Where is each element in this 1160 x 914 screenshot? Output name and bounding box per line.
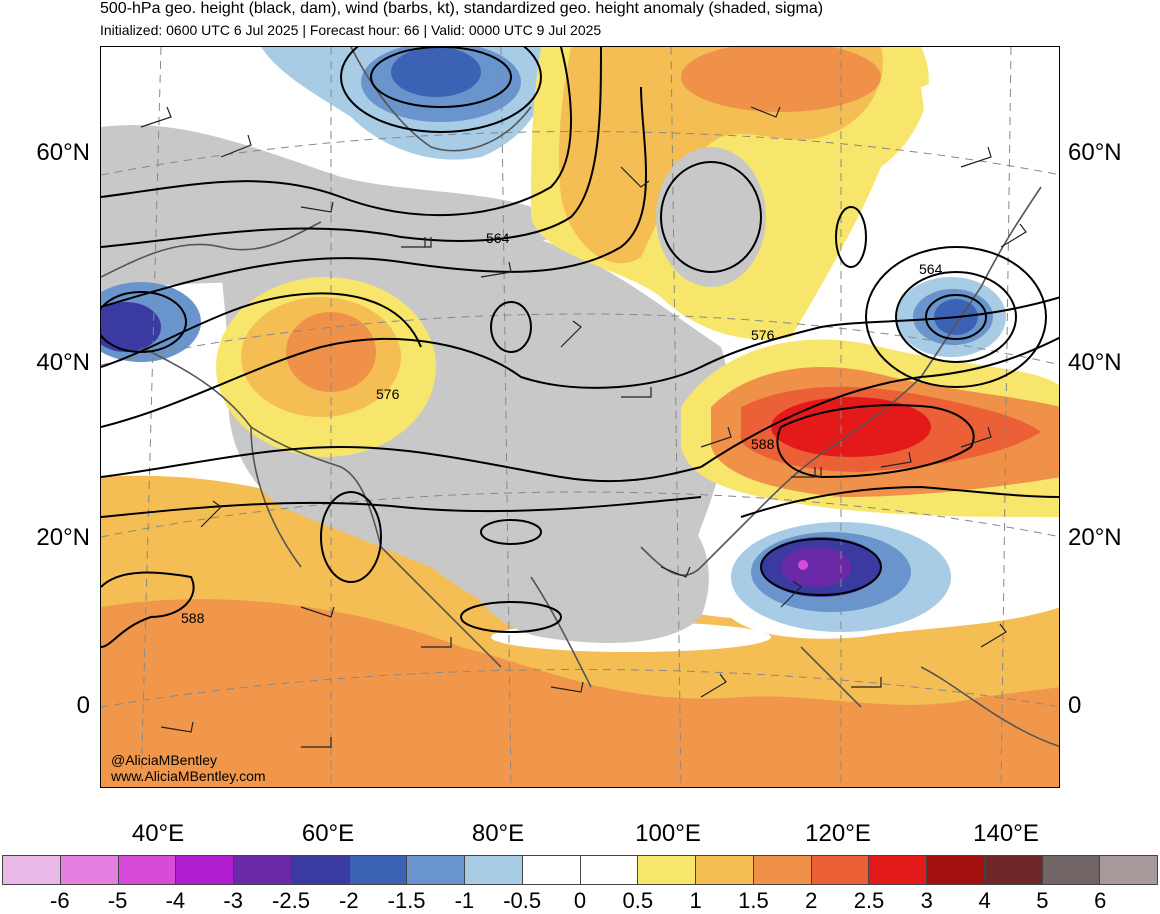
contour-label-588-east: 588 xyxy=(751,436,775,452)
anomaly-region-orange-south xyxy=(101,599,1059,787)
lon-label-140e: 140°E xyxy=(973,820,1039,847)
colorbar-swatch xyxy=(3,856,61,884)
graticule xyxy=(101,47,1059,787)
colorbar-tick-label: 0.5 xyxy=(622,888,654,913)
colorbar-tick-label: -4 xyxy=(165,888,186,913)
anomaly-region-neutral-northwest xyxy=(101,125,571,297)
credit-site: www.AliciaMBentley.com xyxy=(111,768,266,784)
anomaly-low-north-center xyxy=(391,47,481,97)
colorbar xyxy=(2,855,1158,885)
colorbar-swatch xyxy=(1100,856,1157,884)
colorbar-tick-label: 1.5 xyxy=(738,888,769,913)
colorbar-tick-label: 2 xyxy=(805,888,818,913)
colorbar-tick-label: -1 xyxy=(454,888,475,913)
lat-label-right-20: 20°N xyxy=(1068,524,1122,551)
colorbar-tick-label: -3 xyxy=(223,888,243,913)
chart-title: 500-hPa geo. height (black, dam), wind (… xyxy=(100,0,824,17)
lat-label-right-40: 40°N xyxy=(1068,349,1122,376)
colorbar-swatch xyxy=(811,856,870,884)
anomaly-neutral-seasia xyxy=(461,499,709,643)
colorbar-swatch xyxy=(349,856,408,884)
colorbar-swatch xyxy=(176,856,234,884)
colorbar-tick-label: -0.5 xyxy=(503,888,542,913)
anomaly-high-iran-core xyxy=(286,312,376,392)
colorbar-swatch xyxy=(696,856,754,884)
lat-label-right-0: 0 xyxy=(1068,692,1082,719)
wind-barbs xyxy=(140,106,1027,748)
contour-label-588-west: 588 xyxy=(181,610,205,626)
contour-label-576-west: 576 xyxy=(376,386,400,402)
colorbar-swatch xyxy=(869,856,927,884)
colorbar-swatch xyxy=(753,856,812,884)
colorbar-swatch xyxy=(1042,856,1101,884)
colorbar-tick-label: -1.5 xyxy=(387,888,426,913)
colorbar-tick-label: 2.5 xyxy=(853,888,885,913)
lat-label-left-20: 20°N xyxy=(36,524,90,551)
colorbar-tick-label: 4 xyxy=(978,888,991,913)
colorbar-swatch xyxy=(60,856,119,884)
anomaly-low-west-core xyxy=(101,302,161,352)
anomaly-map xyxy=(101,47,1059,787)
anomaly-high-china-core xyxy=(771,397,931,457)
colorbar-tick-label: -2 xyxy=(339,888,359,913)
lat-label-right-60: 60°N xyxy=(1068,139,1122,166)
colorbar-tick-label: -6 xyxy=(50,888,70,913)
colorbar-tick-label: -5 xyxy=(107,888,128,913)
colorbar-swatch xyxy=(927,856,985,884)
colorbar-tick-label: -2.5 xyxy=(272,888,310,913)
colorbar-tick-label: 3 xyxy=(920,888,933,913)
lon-label-120e: 120°E xyxy=(805,820,871,847)
anomaly-high-siberia-core xyxy=(681,47,881,112)
chart-subtitle: Initialized: 0600 UTC 6 Jul 2025 | Forec… xyxy=(100,22,602,38)
colorbar-tick-label: 5 xyxy=(1036,888,1049,913)
colorbar-swatch xyxy=(522,856,581,884)
contour-label-576-east: 576 xyxy=(751,327,775,343)
anomaly-low-typhoon-center xyxy=(798,560,808,570)
map-panel: 564 564 576 576 588 588 @AliciaMBentley … xyxy=(100,46,1060,788)
anomaly-neutral-siberia xyxy=(656,147,766,287)
colorbar-swatch xyxy=(118,856,177,884)
lon-label-60e: 60°E xyxy=(301,820,355,847)
lat-label-left-0: 0 xyxy=(76,692,90,719)
colorbar-tick-label: 6 xyxy=(1094,888,1107,913)
colorbar-swatch xyxy=(465,856,523,884)
colorbar-tick-label: 0 xyxy=(573,888,587,913)
contour-label-564-west: 564 xyxy=(486,230,510,246)
credit-handle: @AliciaMBentley xyxy=(111,752,218,768)
lat-label-left-40: 40°N xyxy=(36,349,90,376)
height-contours xyxy=(101,47,1059,648)
lon-label-80e: 80°E xyxy=(471,820,525,847)
colorbar-swatch xyxy=(407,856,465,884)
colorbar-swatch xyxy=(984,856,1043,884)
anomaly-low-typhoon-core xyxy=(781,547,851,587)
lon-label-100e: 100°E xyxy=(635,820,701,847)
colorbar-tick-label: 1 xyxy=(689,888,702,913)
colorbar-swatch xyxy=(638,856,696,884)
colorbar-swatch xyxy=(234,856,292,884)
colorbar-swatch xyxy=(580,856,639,884)
colorbar-swatch xyxy=(291,856,350,884)
lat-label-left-60: 60°N xyxy=(36,139,90,166)
lon-label-40e: 40°E xyxy=(131,820,185,847)
contour-label-564-east: 564 xyxy=(919,261,943,277)
